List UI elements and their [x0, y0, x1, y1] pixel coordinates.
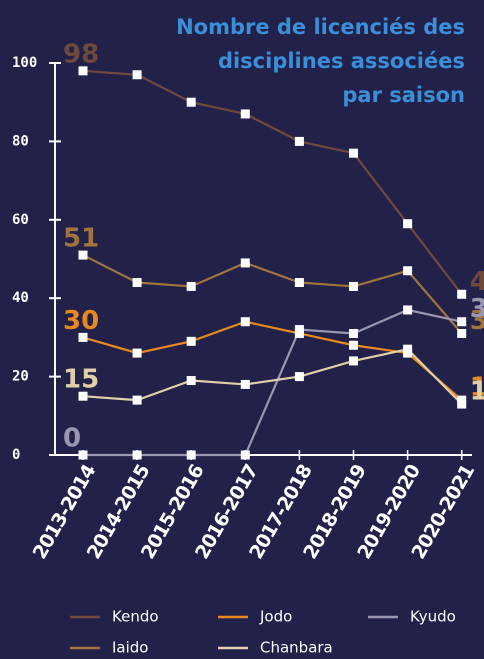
legend-label: Chanbara [260, 639, 333, 657]
marker [186, 450, 196, 460]
marker [132, 348, 142, 358]
legend-label: Kendo [112, 608, 159, 626]
marker [78, 450, 88, 460]
marker [457, 399, 467, 409]
marker [403, 266, 413, 276]
series-line [83, 308, 462, 457]
data-label: 0 [63, 424, 81, 454]
marker [240, 317, 250, 327]
data-label: 51 [63, 224, 99, 254]
marker [349, 340, 358, 350]
marker [294, 325, 304, 335]
series-line [82, 254, 463, 335]
series-line [82, 347, 463, 405]
data-label: 34 [470, 294, 484, 324]
y-tick-label: 40 [12, 290, 29, 306]
marker [78, 391, 88, 401]
legend-label: Iaido [112, 639, 148, 657]
data-label: 31 [470, 306, 484, 336]
chart-title: Nombre de licenciés des [176, 15, 465, 39]
marker [349, 356, 358, 366]
legend-label: Jodo [259, 608, 292, 626]
data-label: 30 [63, 306, 99, 336]
marker [240, 109, 250, 119]
marker [457, 289, 467, 299]
data-label: 14 [470, 373, 484, 403]
marker [186, 97, 196, 107]
marker [403, 219, 413, 229]
marker [240, 450, 250, 460]
data-label: 98 [63, 39, 99, 69]
data-label: 15 [63, 365, 99, 395]
y-tick-label: 60 [12, 212, 29, 228]
marker [78, 250, 88, 260]
data-label: 13 [470, 377, 484, 407]
marker [78, 66, 88, 76]
marker [240, 258, 250, 268]
y-tick-label: 100 [12, 55, 37, 71]
marker [403, 305, 413, 315]
data-label: 41 [470, 267, 484, 297]
y-tick-label: 20 [12, 369, 29, 385]
marker [349, 328, 358, 338]
marker [132, 70, 142, 80]
marker [403, 344, 413, 354]
legend-label: Kyudo [410, 608, 456, 626]
marker [186, 336, 196, 346]
y-tick-label: 80 [12, 133, 29, 149]
marker [132, 278, 142, 288]
marker [186, 281, 196, 291]
chart-title: par saison [342, 83, 465, 107]
marker [457, 317, 467, 327]
chart-title: disciplines associées [218, 49, 465, 73]
series-line [82, 69, 463, 295]
marker [132, 395, 142, 405]
marker [240, 379, 250, 389]
marker [294, 372, 304, 382]
y-tick-label: 0 [12, 447, 20, 463]
marker [294, 136, 304, 146]
marker [78, 332, 88, 342]
marker [349, 148, 358, 158]
marker [349, 281, 358, 291]
marker [294, 278, 304, 288]
marker [186, 376, 196, 386]
marker [457, 328, 467, 338]
marker [132, 450, 142, 460]
